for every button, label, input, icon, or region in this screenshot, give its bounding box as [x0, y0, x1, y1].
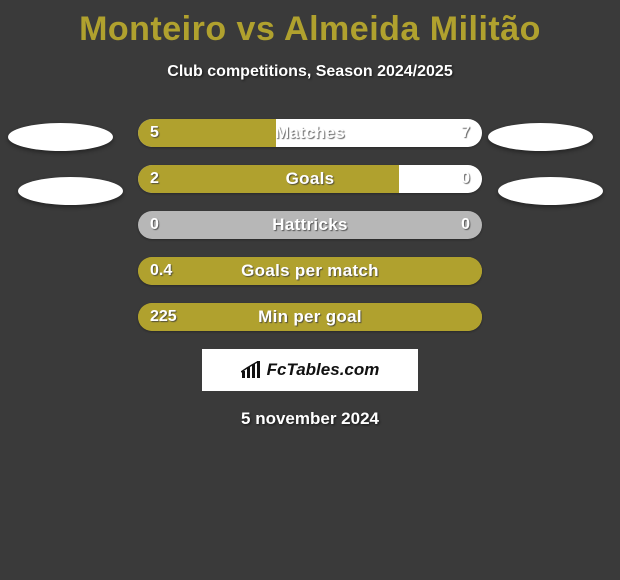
side-ellipse: [488, 123, 593, 151]
page-title: Monteiro vs Almeida Militão: [0, 0, 620, 49]
side-ellipse: [498, 177, 603, 205]
stat-bar: 20Goals: [138, 165, 482, 193]
comparison-chart: 57Matches 20Goals 00Hattricks 0.4Goals per …: [0, 119, 620, 331]
stat-label: Hattricks: [138, 215, 482, 235]
side-ellipse: [18, 177, 123, 205]
stat-bar: 00Hattricks: [138, 211, 482, 239]
stat-label: Goals: [138, 169, 482, 189]
bars-container: 57Matches 20Goals 00Hattricks 0.4Goals per …: [138, 119, 482, 331]
stat-bar: 225Min per goal: [138, 303, 482, 331]
stat-label: Goals per match: [138, 261, 482, 281]
logo-text: FcTables.com: [267, 360, 380, 380]
stat-label: Min per goal: [138, 307, 482, 327]
date-line: 5 november 2024: [0, 409, 620, 429]
stat-bar: 57Matches: [138, 119, 482, 147]
bar-chart-icon: [241, 361, 263, 379]
logo-box: FcTables.com: [202, 349, 418, 391]
stat-bar: 0.4Goals per match: [138, 257, 482, 285]
stat-label: Matches: [138, 123, 482, 143]
subtitle: Club competitions, Season 2024/2025: [0, 63, 620, 81]
side-ellipse: [8, 123, 113, 151]
